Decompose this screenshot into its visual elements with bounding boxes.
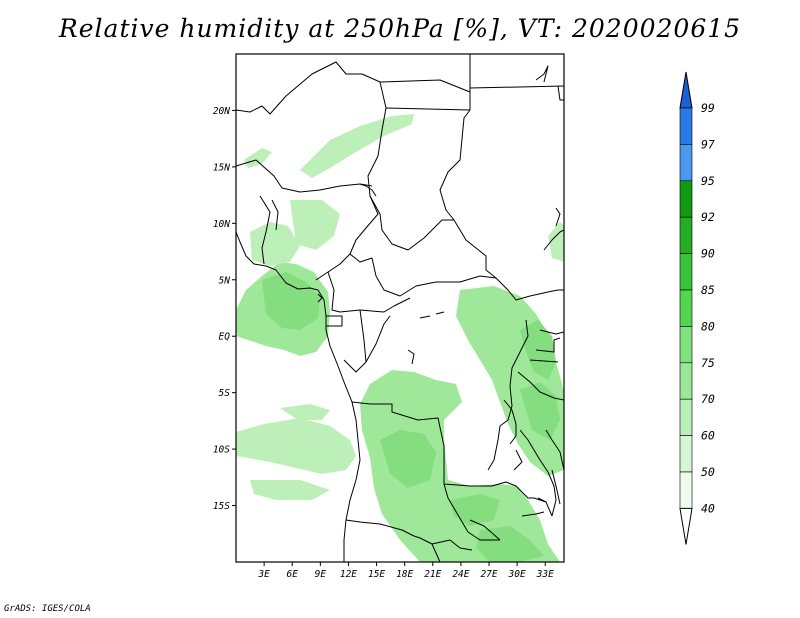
lat-tick-label: 15S bbox=[213, 501, 230, 512]
colorbar-segment bbox=[679, 180, 693, 218]
lon-tick-label: 33E bbox=[536, 569, 554, 580]
colorbar-label: 50 bbox=[701, 465, 715, 479]
lon-tick-label: 30E bbox=[508, 569, 526, 580]
lon-tick-label: 12E bbox=[340, 569, 357, 580]
colorbar-segment bbox=[679, 326, 693, 364]
lon-tick-label: 21E bbox=[424, 569, 441, 580]
lon-tick-label: 6E bbox=[287, 569, 299, 580]
colorbar-bottom-arrow bbox=[679, 507, 693, 545]
humidity-region bbox=[456, 286, 564, 476]
lat-tick-label: 15N bbox=[213, 162, 230, 173]
colorbar-label: 90 bbox=[701, 247, 715, 261]
colorbar-segment bbox=[679, 253, 693, 291]
lat-tick-label: 10S bbox=[213, 445, 230, 456]
humidity-region bbox=[262, 272, 320, 330]
humidity-region bbox=[244, 148, 272, 168]
latitude-ticks: 20N 15N 10N 5N EQ 5S 10S 15S bbox=[213, 106, 236, 512]
lon-tick-label: 3E bbox=[257, 569, 270, 580]
lat-tick-label: 10N bbox=[213, 219, 230, 230]
humidity-region bbox=[300, 114, 414, 178]
humidity-region bbox=[250, 480, 330, 500]
colorbar-label: 80 bbox=[701, 319, 715, 333]
colorbar-top-arrow bbox=[679, 71, 693, 109]
map-frame bbox=[235, 53, 565, 563]
lon-tick-label: 15E bbox=[368, 569, 385, 580]
colorbar-label: 97 bbox=[701, 137, 715, 151]
humidity-region bbox=[380, 430, 436, 488]
lat-tick-label: 5S bbox=[219, 388, 231, 399]
colorbar-segment bbox=[679, 144, 693, 182]
colorbar-segment bbox=[679, 107, 693, 145]
colorbar-label: 99 bbox=[701, 101, 715, 115]
longitude-ticks: 3E 6E 9E 12E 15E 18E 21E 24E 27E 30E 33E bbox=[257, 562, 554, 580]
humidity-region bbox=[280, 404, 330, 420]
colorbar-label: 40 bbox=[701, 501, 715, 515]
lon-tick-label: 27E bbox=[480, 569, 497, 580]
lon-tick-label: 9E bbox=[315, 569, 327, 580]
grads-credit: GrADS: IGES/COLA bbox=[4, 604, 91, 614]
colorbar-segment bbox=[679, 362, 693, 400]
lon-tick-label: 18E bbox=[396, 569, 413, 580]
humidity-region bbox=[290, 200, 340, 250]
humidity-region bbox=[476, 526, 544, 562]
lon-tick-label: 24E bbox=[452, 569, 469, 580]
humidity-shading bbox=[236, 114, 564, 562]
colorbar-segment bbox=[679, 216, 693, 254]
colorbar: 99 97 95 92 90 85 80 75 70 60 50 40 bbox=[679, 71, 715, 545]
colorbar-segment bbox=[679, 471, 693, 509]
humidity-region bbox=[250, 222, 300, 266]
colorbar-label: 95 bbox=[701, 174, 715, 188]
country-borders bbox=[236, 54, 564, 562]
colorbar-label: 60 bbox=[701, 429, 715, 443]
colorbar-label: 75 bbox=[701, 356, 715, 370]
colorbar-label: 70 bbox=[701, 392, 715, 406]
colorbar-label: 85 bbox=[701, 283, 715, 297]
colorbar-segment bbox=[679, 289, 693, 327]
colorbar-segment bbox=[679, 398, 693, 436]
chart-title: Relative humidity at 250hPa [%], VT: 202… bbox=[58, 14, 742, 43]
lat-tick-label: 5N bbox=[219, 275, 231, 286]
colorbar-segment bbox=[679, 435, 693, 473]
colorbar-label: 92 bbox=[701, 210, 715, 224]
lat-tick-label: EQ bbox=[219, 332, 231, 343]
humidity-region bbox=[236, 418, 356, 474]
humidity-region bbox=[450, 494, 500, 526]
lat-tick-label: 20N bbox=[213, 106, 230, 117]
